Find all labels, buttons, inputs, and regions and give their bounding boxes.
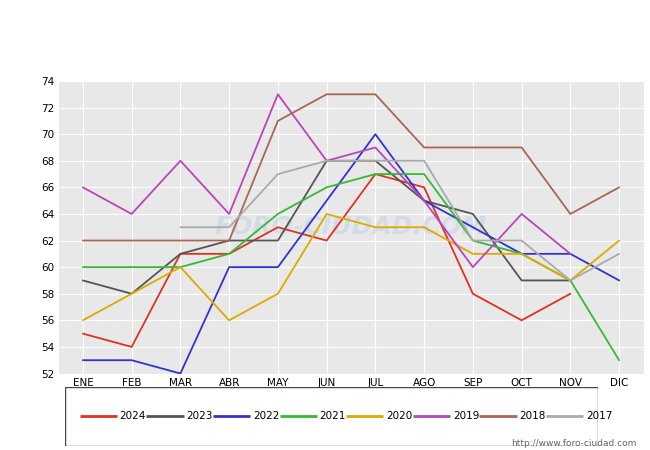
Text: FORO-CIUDAD.COM: FORO-CIUDAD.COM (214, 215, 488, 239)
Text: 2018: 2018 (519, 411, 546, 421)
Text: 2020: 2020 (386, 411, 412, 421)
Text: 2021: 2021 (320, 411, 346, 421)
Text: 2017: 2017 (586, 411, 612, 421)
Text: 2024: 2024 (120, 411, 146, 421)
Text: 2023: 2023 (187, 411, 213, 421)
Text: 2022: 2022 (253, 411, 280, 421)
Text: Afiliados en  a 30/11/2024: Afiliados en a 30/11/2024 (216, 11, 434, 29)
FancyBboxPatch shape (65, 387, 598, 446)
Text: http://www.foro-ciudad.com: http://www.foro-ciudad.com (512, 439, 637, 448)
Text: 2019: 2019 (453, 411, 479, 421)
